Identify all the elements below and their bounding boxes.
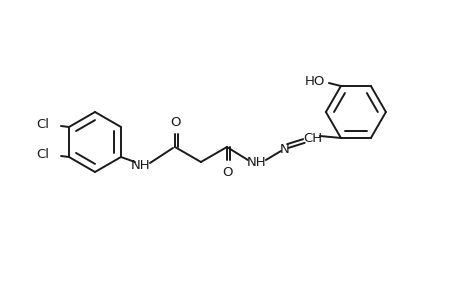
- Text: Cl: Cl: [36, 148, 49, 160]
- Text: HO: HO: [304, 74, 325, 88]
- Text: NH: NH: [131, 158, 151, 172]
- Text: CH: CH: [302, 131, 322, 145]
- Text: O: O: [170, 116, 181, 128]
- Text: Cl: Cl: [36, 118, 49, 130]
- Text: NH: NH: [246, 155, 266, 169]
- Text: O: O: [222, 166, 233, 178]
- Text: N: N: [280, 142, 289, 155]
